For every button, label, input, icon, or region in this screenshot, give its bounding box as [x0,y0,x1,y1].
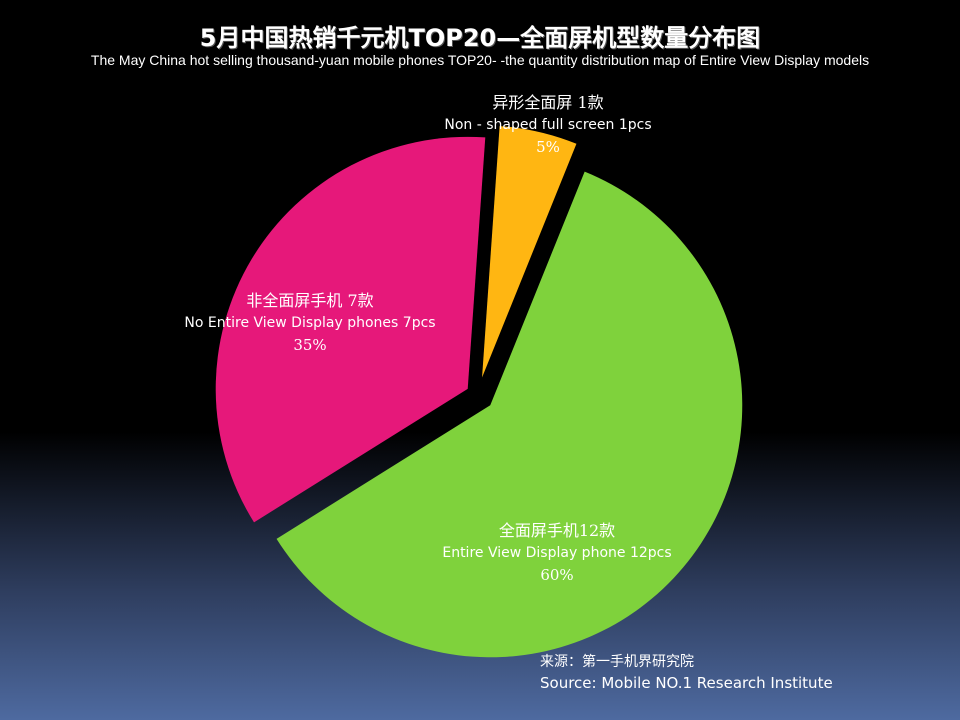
slice-label-odd-shaped: 异形全面屏 1款 Non - shaped full screen 1pcs 5… [430,92,666,158]
chart-subtitle: The May China hot selling thousand-yuan … [90,52,870,68]
slice-label-en: Non - shaped full screen 1pcs [444,117,652,133]
slice-label-zh: 异形全面屏 1款 [492,93,604,112]
slice-label-zh: 全面屏手机12款 [498,521,616,540]
source-note: 来源：第一手机界研究院 Source: Mobile NO.1 Research… [540,652,833,694]
slice-odd-shaped [482,126,577,378]
slice-label-en: No Entire View Display phones 7pcs [184,315,436,331]
slice-label-zh: 非全面屏手机 7款 [246,291,374,310]
slice-non-full-screen [215,136,486,523]
slice-full-screen [276,171,743,658]
source-en: Source: Mobile NO.1 Research Institute [540,674,833,692]
source-zh: 来源：第一手机界研究院 [540,654,694,670]
slice-percent: 35% [293,336,327,354]
slice-label-full-screen: 全面屏手机12款 Entire View Display phone 12pcs… [412,520,702,586]
chart-title: 5月中国热销千元机TOP20—全面屏机型数量分布图 [199,24,761,52]
slice-percent: 60% [540,566,574,584]
slice-percent: 5% [536,138,560,156]
slice-label-non-full-screen: 非全面屏手机 7款 No Entire View Display phones … [160,290,460,356]
slice-label-en: Entire View Display phone 12pcs [442,545,672,561]
